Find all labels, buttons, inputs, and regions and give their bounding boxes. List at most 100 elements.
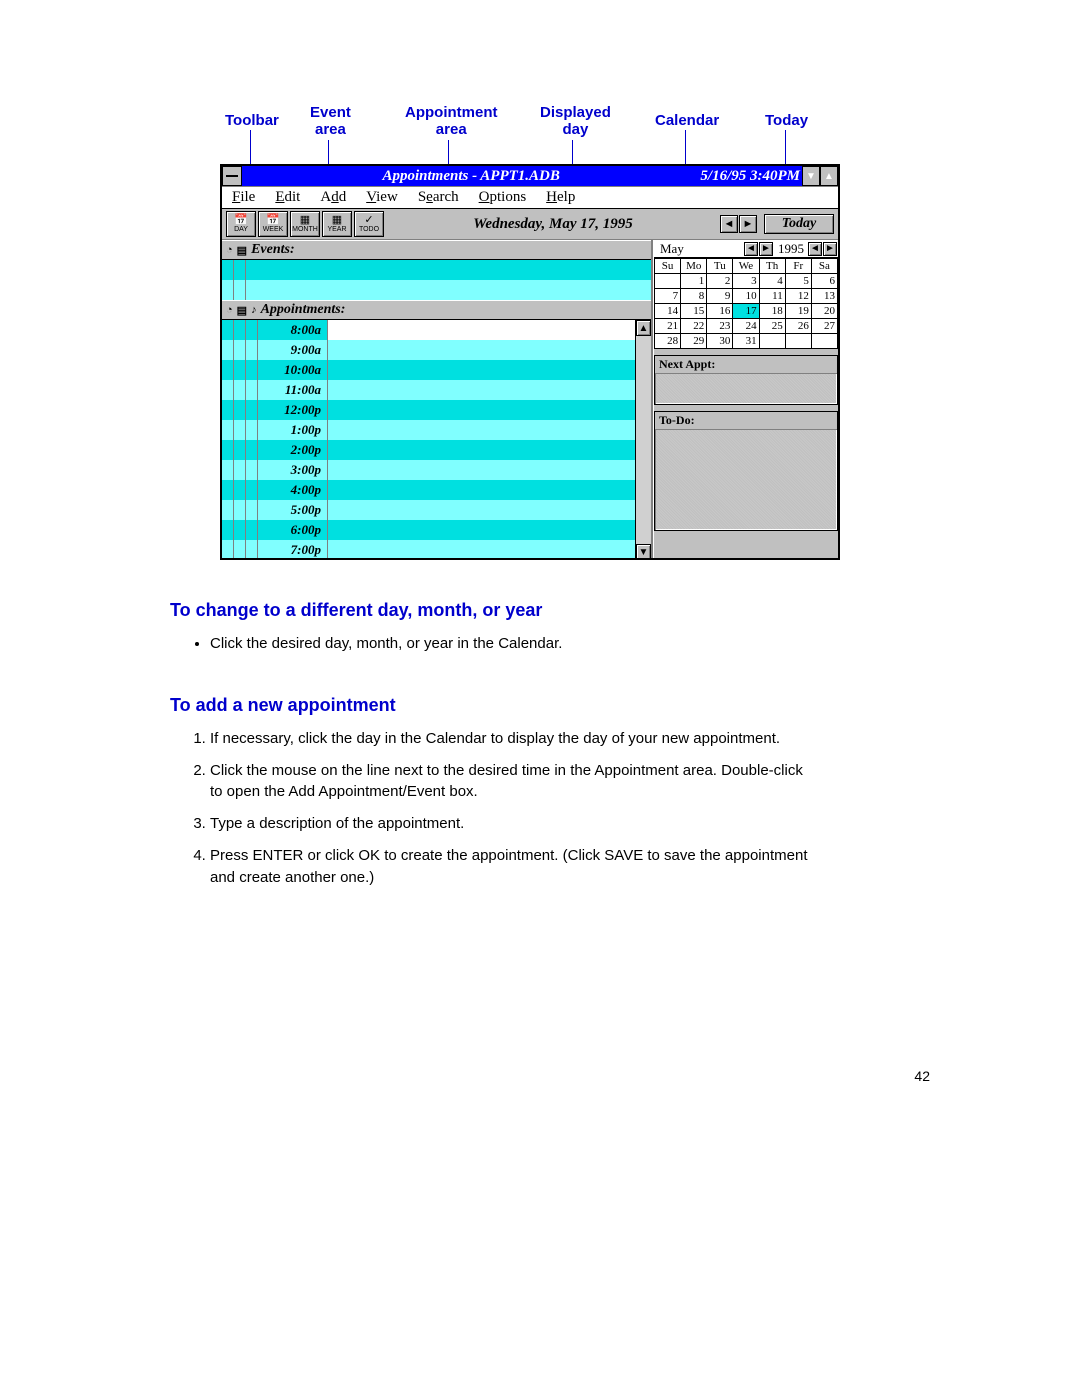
menu-add[interactable]: Add (314, 189, 360, 206)
menubar: File Edit Add View Search Options Help (222, 186, 838, 209)
calendar-day-cell[interactable] (655, 274, 681, 289)
time-label: 9:00a (258, 340, 328, 360)
system-menu-button[interactable] (222, 166, 242, 186)
menu-options[interactable]: Options (473, 189, 541, 206)
step-item: If necessary, click the day in the Calen… (210, 728, 810, 750)
calendar-dow: Fr (785, 259, 811, 274)
menu-edit[interactable]: Edit (269, 189, 314, 206)
prev-month-button[interactable]: ◄ (744, 242, 758, 256)
appointment-row[interactable]: 9:00a (222, 340, 635, 360)
calendar-day-cell[interactable]: 1 (681, 274, 707, 289)
calendar-day-cell[interactable]: 19 (785, 304, 811, 319)
calendar-day-cell[interactable]: 29 (681, 334, 707, 349)
calendar-day-cell[interactable]: 12 (785, 289, 811, 304)
clock-icon: ◔ (226, 304, 233, 316)
event-row[interactable] (222, 260, 651, 280)
callout-row: Toolbar Eventarea Appointmentarea Displa… (220, 100, 950, 160)
toolbar-month-button[interactable]: ▦MONTH (290, 211, 320, 237)
time-label: 3:00p (258, 460, 328, 480)
menu-search[interactable]: Search (412, 189, 473, 206)
toolbar: 📅DAY 📅WEEK ▦MONTH ▦YEAR ✓TODO Wednesday,… (222, 209, 838, 240)
next-month-button[interactable]: ► (759, 242, 773, 256)
appointment-row[interactable]: 12:00p (222, 400, 635, 420)
calendar-day-cell[interactable]: 16 (707, 304, 733, 319)
appointment-row[interactable]: 5:00p (222, 500, 635, 520)
window-datetime: 5/16/95 3:40PM (700, 168, 802, 185)
calendar-day-cell[interactable]: 5 (785, 274, 811, 289)
time-label: 12:00p (258, 400, 328, 420)
todo-panel: To-Do: (654, 411, 838, 531)
scroll-down-button[interactable]: ▼ (636, 544, 651, 558)
time-label: 5:00p (258, 500, 328, 520)
appointment-row[interactable]: 7:00p (222, 540, 635, 558)
note-icon: ▤ (237, 304, 247, 317)
time-label: 1:00p (258, 420, 328, 440)
next-year-button[interactable]: ► (823, 242, 837, 256)
maximize-button[interactable]: ▲ (820, 166, 838, 186)
calendar-day-cell[interactable]: 24 (733, 319, 759, 334)
calendar-day-cell[interactable]: 17 (733, 304, 759, 319)
calendar-day-cell[interactable]: 23 (707, 319, 733, 334)
appointment-row[interactable]: 10:00a (222, 360, 635, 380)
calendar-day-cell[interactable]: 7 (655, 289, 681, 304)
calendar-day-cell[interactable]: 8 (681, 289, 707, 304)
calendar-day-cell[interactable]: 27 (811, 319, 837, 334)
left-pane: ◔ ▤ Events: ◔ ▤ ♪ Appointments: (222, 240, 653, 558)
toolbar-week-button[interactable]: 📅WEEK (258, 211, 288, 237)
appointment-row[interactable]: 1:00p (222, 420, 635, 440)
calendar-day-cell[interactable]: 11 (759, 289, 785, 304)
instructions: To change to a different day, month, or … (170, 600, 950, 888)
toolbar-year-button[interactable]: ▦YEAR (322, 211, 352, 237)
appointments-scrollbar[interactable]: ▲ ▼ (635, 320, 651, 558)
time-label: 8:00a (258, 320, 328, 340)
appointments-area[interactable]: 8:00a9:00a10:00a11:00a12:00p1:00p2:00p3:… (222, 320, 635, 558)
prev-year-button[interactable]: ◄ (808, 242, 822, 256)
calendar-grid[interactable]: SuMoTuWeThFrSa12345678910111213141516171… (654, 258, 838, 349)
window-title: Appointments - APPT1.ADB (242, 168, 700, 185)
event-row[interactable] (222, 280, 651, 300)
menu-help[interactable]: Help (540, 189, 589, 206)
calendar-day-cell[interactable]: 18 (759, 304, 785, 319)
calendar-day-cell[interactable]: 28 (655, 334, 681, 349)
calendar-day-cell[interactable]: 4 (759, 274, 785, 289)
toolbar-day-button[interactable]: 📅DAY (226, 211, 256, 237)
calendar-day-cell[interactable]: 15 (681, 304, 707, 319)
toolbar-todo-button[interactable]: ✓TODO (354, 211, 384, 237)
calendar-day-cell[interactable]: 31 (733, 334, 759, 349)
events-area[interactable] (222, 260, 651, 300)
calendar-day-cell[interactable]: 21 (655, 319, 681, 334)
calendar-day-cell[interactable]: 22 (681, 319, 707, 334)
scroll-up-button[interactable]: ▲ (636, 320, 651, 336)
todo-label: To-Do: (655, 412, 837, 430)
appointment-row[interactable]: 4:00p (222, 480, 635, 500)
next-day-button[interactable]: ► (739, 215, 757, 233)
today-button[interactable]: Today (764, 214, 834, 234)
calendar-day-cell[interactable]: 10 (733, 289, 759, 304)
calendar-day-cell[interactable]: 9 (707, 289, 733, 304)
calendar-day-cell[interactable]: 14 (655, 304, 681, 319)
calendar-dow: Tu (707, 259, 733, 274)
menu-view[interactable]: View (360, 189, 412, 206)
calendar-day-cell[interactable] (759, 334, 785, 349)
calendar-day-cell[interactable] (785, 334, 811, 349)
calendar-day-cell[interactable] (811, 334, 837, 349)
time-label: 2:00p (258, 440, 328, 460)
calendar-day-cell[interactable]: 30 (707, 334, 733, 349)
calendar-day-cell[interactable]: 25 (759, 319, 785, 334)
menu-file[interactable]: File (226, 189, 269, 206)
calendar-day-cell[interactable]: 2 (707, 274, 733, 289)
appointment-row[interactable]: 6:00p (222, 520, 635, 540)
prev-day-button[interactable]: ◄ (720, 215, 738, 233)
calendar-day-cell[interactable]: 6 (811, 274, 837, 289)
calendar-day-cell[interactable]: 13 (811, 289, 837, 304)
appointment-row[interactable]: 3:00p (222, 460, 635, 480)
minimize-button[interactable]: ▼ (802, 166, 820, 186)
appointment-row[interactable]: 2:00p (222, 440, 635, 460)
appointment-row[interactable]: 8:00a (222, 320, 635, 340)
calendar-header: May ◄ ► 1995 ◄ ► (654, 240, 838, 258)
calendar-day-cell[interactable]: 26 (785, 319, 811, 334)
heading-add-appointment: To add a new appointment (170, 695, 950, 716)
calendar-day-cell[interactable]: 3 (733, 274, 759, 289)
appointment-row[interactable]: 11:00a (222, 380, 635, 400)
calendar-day-cell[interactable]: 20 (811, 304, 837, 319)
